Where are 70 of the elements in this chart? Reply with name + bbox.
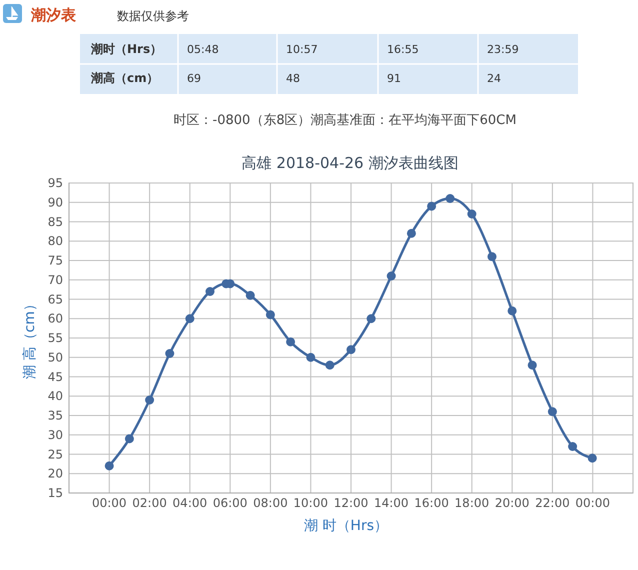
text: 48: [286, 72, 300, 85]
point: [165, 349, 174, 358]
y-tick-label: 40: [48, 389, 63, 404]
x-tick-label: 12:00: [334, 496, 368, 510]
x-tick-label: 14:00: [374, 496, 409, 510]
y-tick-label: 95: [48, 176, 63, 190]
point: [528, 360, 537, 370]
y-tick-label: 20: [48, 466, 63, 481]
text: 潮汐表: [30, 6, 77, 24]
point: [366, 314, 376, 324]
text: 10:57: [286, 43, 318, 56]
point: [246, 290, 255, 300]
point: [427, 202, 436, 211]
text: 05:48: [187, 43, 219, 56]
y-tick-label: 80: [48, 234, 63, 248]
point: [286, 337, 296, 346]
x-tick-label: 04:00: [172, 496, 208, 510]
x-tick-label: 08:00: [253, 496, 288, 510]
text: 23:59: [487, 43, 519, 56]
point: [206, 287, 214, 296]
point: [588, 454, 597, 463]
point: [406, 228, 416, 238]
x-tick-label: 22:00: [535, 496, 570, 510]
text: 24: [487, 72, 501, 85]
y-tick-label: 75: [48, 254, 63, 268]
point: [446, 194, 455, 203]
y-tick-label: 65: [48, 292, 63, 306]
x-axis-title: 潮 时（Hrs）: [304, 518, 388, 534]
text: 16:55: [387, 43, 419, 56]
x-tick-label: 18:00: [454, 496, 490, 510]
point: [145, 396, 154, 404]
x-tick-label: 10:00: [293, 496, 328, 510]
x-tick-label: 16:00: [414, 496, 449, 510]
point: [568, 442, 578, 451]
point: [104, 461, 114, 470]
y-tick-label: 70: [48, 272, 63, 287]
y-tick-label: 55: [48, 331, 63, 345]
text: 潮时（Hrs）: [90, 42, 162, 56]
point: [266, 310, 275, 320]
text: 潮高（cm）: [90, 71, 159, 85]
y-tick-label: 25: [48, 447, 63, 462]
x-tick-label: 02:00: [132, 496, 167, 510]
chart-title: 高雄 2018-04-26 潮汐表曲线图: [242, 154, 458, 172]
point: [548, 407, 557, 416]
y-tick-label: 50: [48, 350, 63, 364]
y-tick-label: 85: [48, 214, 63, 229]
x-tick-label: 00:00: [92, 496, 127, 510]
x-tick-label: 20:00: [494, 496, 530, 510]
point: [346, 345, 356, 354]
y-tick-label: 90: [48, 195, 63, 210]
y-tick-label: 45: [48, 370, 63, 384]
point: [467, 210, 476, 218]
y-axis-title: 潮 高（cm）: [22, 297, 38, 379]
text: 91: [387, 72, 401, 85]
text: 数据仅供参考: [117, 9, 189, 23]
x-tick-label: 06:00: [212, 496, 248, 510]
point: [306, 352, 316, 362]
y-tick-label: 30: [48, 428, 63, 442]
point: [185, 314, 194, 324]
y-tick-label: 15: [48, 486, 63, 500]
x-tick-label: 00:00: [575, 496, 610, 510]
point: [488, 252, 496, 262]
y-tick-label: 60: [48, 312, 63, 326]
point: [386, 272, 396, 280]
text: 69: [187, 72, 201, 85]
point: [508, 306, 517, 316]
y-tick-label: 35: [48, 408, 63, 422]
point: [325, 360, 334, 370]
point: [124, 434, 134, 444]
text: 时区：-0800（东8区）潮高基准面：在平均海平面下60CM: [174, 112, 516, 128]
